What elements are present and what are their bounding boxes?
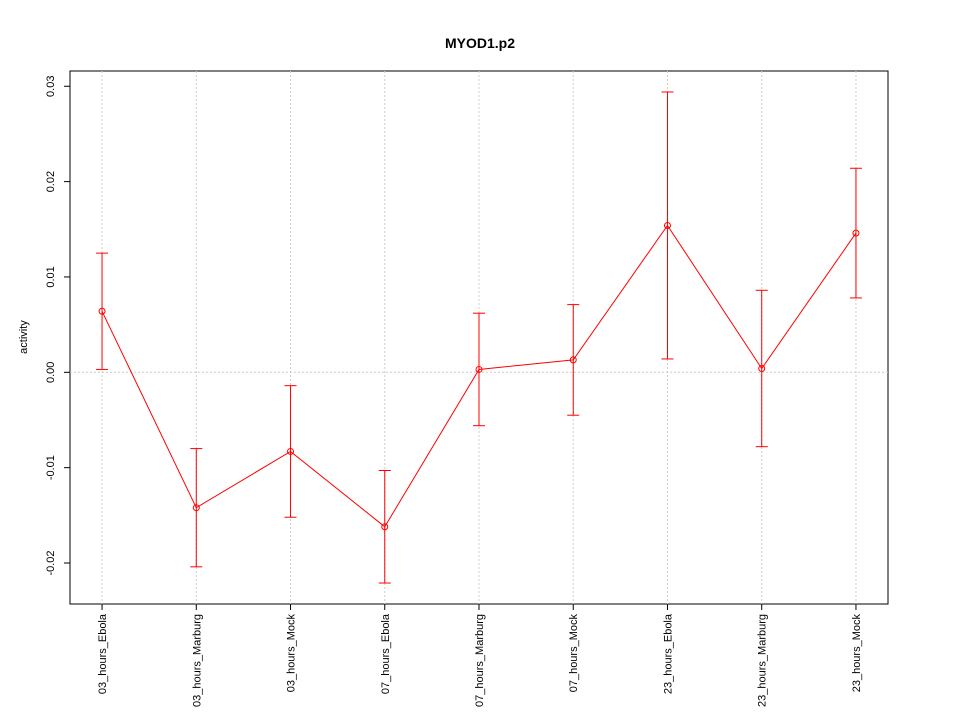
x-tick-label: 07_hours_Marburg — [474, 614, 486, 707]
x-tick-label: 23_hours_Marburg — [757, 614, 769, 707]
x-tick-label: 03_hours_Ebola — [97, 613, 109, 694]
point — [98, 307, 106, 315]
point — [287, 447, 295, 455]
error-bar — [96, 252, 109, 370]
x-tick-label: 23_hours_Ebola — [662, 613, 674, 694]
error-bar — [567, 304, 580, 416]
x-tick-label: 03_hours_Marburg — [191, 614, 203, 707]
x-tick-label: 07_hours_Mock — [568, 614, 580, 693]
point — [852, 229, 860, 237]
point — [569, 356, 577, 364]
error-bar — [849, 167, 862, 299]
point — [663, 221, 671, 229]
y-tick-label: 0.00 — [45, 362, 57, 383]
y-axis-label: activity — [18, 320, 30, 354]
error-bar — [755, 289, 768, 448]
error-bar — [284, 385, 297, 518]
error-bar — [661, 91, 674, 360]
error-bar — [473, 312, 485, 427]
error-bar — [190, 448, 203, 568]
x-tick-label: 23_hours_Mock — [851, 614, 863, 693]
error-bar — [378, 470, 391, 584]
x-tick-label: 07_hours_Ebola — [380, 613, 392, 694]
point — [192, 504, 200, 512]
chart-title: MYOD1.p2 — [445, 35, 515, 51]
point — [475, 365, 483, 373]
y-tick-label: 0.01 — [45, 266, 57, 287]
point — [758, 364, 766, 372]
y-tick-label: 0.03 — [45, 76, 57, 97]
point — [381, 523, 389, 531]
y-tick-label: -0.01 — [45, 455, 57, 480]
y-tick-label: 0.02 — [45, 171, 57, 192]
y-tick-label: -0.02 — [45, 550, 57, 575]
x-tick-label: 03_hours_Mock — [286, 614, 298, 693]
